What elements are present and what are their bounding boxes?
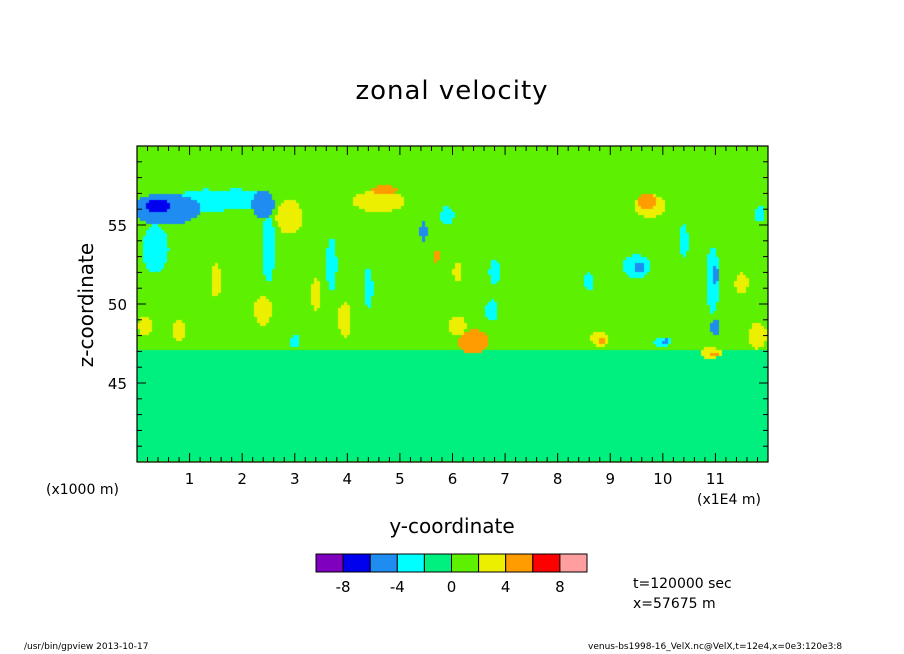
x-tick-label: 8 bbox=[553, 470, 563, 488]
x-axis-unit-right: (x1E4 m) bbox=[697, 492, 761, 508]
colorbar-tick-label: 4 bbox=[501, 578, 511, 596]
x-tick-label: 2 bbox=[237, 470, 247, 488]
position-info: x=57675 m bbox=[633, 596, 716, 612]
colorbar-swatch bbox=[342, 553, 371, 573]
colorbar-swatch bbox=[423, 553, 452, 573]
colorbar-swatch bbox=[478, 553, 507, 573]
colorbar-tick-label: -8 bbox=[336, 578, 351, 596]
chart-title: zonal velocity bbox=[355, 76, 549, 106]
x-tick-label: 1 bbox=[185, 470, 195, 488]
colorbar-swatch bbox=[532, 553, 561, 573]
x-tick-label: 6 bbox=[448, 470, 458, 488]
colorbar-swatch bbox=[559, 553, 588, 573]
x-tick-label: 4 bbox=[343, 470, 353, 488]
x-tick-label: 7 bbox=[500, 470, 510, 488]
y-tick-label: 50 bbox=[108, 296, 127, 314]
footer-right: venus-bs1998-16_VelX.nc@VelX,t=12e4,x=0e… bbox=[588, 642, 843, 652]
colorbar-tick-label: 0 bbox=[447, 578, 457, 596]
colorbar-swatch bbox=[315, 553, 344, 573]
x-tick-label: 10 bbox=[653, 470, 672, 488]
colorbar-tick-label: -4 bbox=[390, 578, 405, 596]
colorbar-tick-label: 8 bbox=[555, 578, 565, 596]
colorbar-swatch bbox=[505, 553, 534, 573]
x-axis-label: y-coordinate bbox=[389, 514, 515, 538]
colorbar-swatch bbox=[396, 553, 425, 573]
y-tick-label: 55 bbox=[108, 217, 127, 235]
footer-left: /usr/bin/gpview 2013-10-17 bbox=[24, 642, 149, 652]
x-tick-label: 3 bbox=[290, 470, 300, 488]
heatmap-field bbox=[137, 146, 768, 462]
colorbar-swatch bbox=[369, 553, 398, 573]
colorbar-swatch bbox=[451, 553, 480, 573]
x-tick-label: 9 bbox=[605, 470, 615, 488]
time-info: t=120000 sec bbox=[633, 576, 732, 592]
x-tick-label: 11 bbox=[706, 470, 725, 488]
x-axis-unit-left: (x1000 m) bbox=[46, 482, 119, 498]
y-tick-label: 45 bbox=[108, 375, 127, 393]
heatmap-canvas bbox=[137, 146, 768, 462]
x-tick-label: 5 bbox=[395, 470, 405, 488]
